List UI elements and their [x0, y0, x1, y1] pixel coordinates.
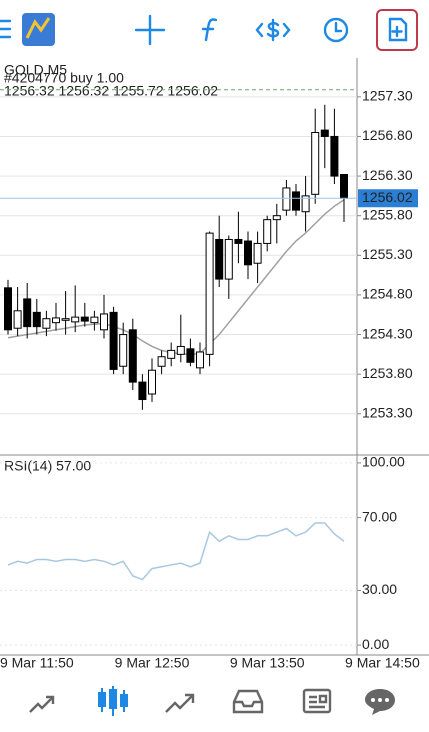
y-tick-label: 1253.80 [362, 365, 413, 381]
ohlc-label: 1256.32 1256.32 1255.72 1256.02 [4, 83, 218, 99]
candle-body [52, 317, 60, 324]
candle-body [272, 215, 281, 221]
candle-body [224, 238, 233, 280]
chart-frame [0, 58, 429, 656]
candle-body [244, 240, 252, 266]
candle-body [340, 173, 348, 199]
y-tick-label: 100.00 [362, 454, 405, 470]
toolbar-bg [0, 0, 429, 58]
chart-tab[interactable] [98, 686, 128, 716]
menu-button[interactable] [0, 19, 12, 39]
candle-body [138, 381, 147, 401]
candle-body [148, 369, 156, 395]
candle-body [42, 318, 51, 329]
y-tick-label: 0.00 [362, 636, 389, 652]
bid-label-bg [358, 189, 418, 208]
candle-body [234, 238, 243, 244]
candle-body [167, 349, 176, 359]
candle-body [301, 195, 310, 213]
candle-body [109, 311, 118, 370]
candle-body [196, 351, 204, 369]
moving-average [7, 199, 345, 356]
candle-body [32, 311, 41, 328]
candle-body [253, 242, 262, 264]
y-tick-label: 70.00 [362, 508, 397, 524]
candle-body [23, 298, 32, 328]
news-tab[interactable] [302, 688, 332, 714]
candle-body [80, 316, 89, 322]
candle-body [157, 356, 166, 367]
x-tick-label: 9 Mar 11:50 [0, 655, 74, 671]
quotes-tab[interactable] [29, 695, 55, 713]
new-order-button[interactable] [376, 9, 418, 51]
candle-body [13, 310, 22, 329]
y-tick-label: 1255.30 [362, 246, 413, 262]
candle-body [282, 187, 291, 211]
order-label: #4204770 buy 1.00 [4, 70, 124, 86]
candle-body [71, 316, 80, 323]
y-tick-label: 1256.80 [362, 127, 413, 143]
app-logo[interactable] [22, 13, 55, 46]
candle-body [119, 334, 128, 367]
trade-tab[interactable] [165, 693, 195, 713]
top-toolbar [0, 0, 429, 58]
candle-body [128, 329, 137, 383]
bottom-nav [29, 686, 395, 716]
candle-body [311, 131, 320, 195]
bid-label: 1256.02 [362, 189, 413, 205]
history-button[interactable] [323, 17, 349, 43]
candle-body [61, 318, 70, 321]
candle-body [186, 348, 195, 363]
candle-body [4, 287, 12, 331]
chat-tab[interactable] [365, 689, 395, 715]
x-tick-label: 9 Mar 12:50 [115, 655, 190, 671]
candle-body [215, 238, 224, 280]
y-tick-label: 1255.80 [362, 206, 413, 222]
rsi-line [7, 522, 345, 581]
y-tick-label: 1257.30 [362, 88, 413, 104]
y-tick-label: 1254.80 [362, 286, 413, 302]
y-tick-label: 1254.30 [362, 325, 413, 341]
history-tab[interactable] [232, 689, 264, 714]
crosshair-button[interactable] [134, 14, 166, 46]
candle-body [100, 313, 108, 331]
candle-body [320, 129, 329, 137]
y-tick-label: 1256.30 [362, 167, 413, 183]
candle-body [90, 316, 99, 324]
trade-button[interactable] [255, 18, 291, 42]
x-tick-label: 9 Mar 14:50 [345, 655, 420, 671]
candle-body [330, 135, 339, 177]
candle-body [176, 345, 185, 355]
symbol-label: GOLD,M5 [4, 62, 67, 78]
candle-body [292, 191, 300, 211]
rsi-label: RSI(14) 57.00 [4, 458, 91, 474]
y-tick-label: 30.00 [362, 581, 397, 597]
indicators-button[interactable] [201, 18, 218, 42]
x-tick-label: 9 Mar 13:50 [230, 655, 305, 671]
y-tick-label: 1253.30 [362, 404, 413, 420]
candle-body [263, 219, 272, 244]
candle-body [205, 232, 214, 355]
